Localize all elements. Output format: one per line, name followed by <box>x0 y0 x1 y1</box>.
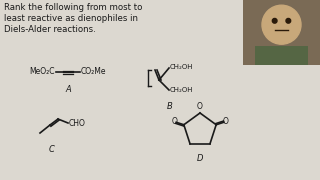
Text: CH₂OH: CH₂OH <box>170 87 194 93</box>
Text: CHO: CHO <box>69 118 86 127</box>
Text: Diels-Alder reactions.: Diels-Alder reactions. <box>4 25 96 34</box>
Bar <box>254 46 308 65</box>
Text: least reactive as dienophiles in: least reactive as dienophiles in <box>4 14 138 23</box>
Text: CO₂Me: CO₂Me <box>81 68 107 76</box>
Circle shape <box>272 19 277 23</box>
Text: Rank the following from most to: Rank the following from most to <box>4 3 142 12</box>
Text: C: C <box>49 145 55 154</box>
Circle shape <box>262 5 301 44</box>
Text: O: O <box>197 102 203 111</box>
Circle shape <box>286 19 291 23</box>
Text: MeO₂C: MeO₂C <box>29 68 55 76</box>
Text: CH₂OH: CH₂OH <box>170 64 194 70</box>
Text: A: A <box>65 85 71 94</box>
Text: O: O <box>223 117 228 126</box>
Text: O: O <box>172 117 177 126</box>
Text: D: D <box>197 154 203 163</box>
Bar <box>243 0 320 65</box>
Text: B: B <box>167 102 173 111</box>
